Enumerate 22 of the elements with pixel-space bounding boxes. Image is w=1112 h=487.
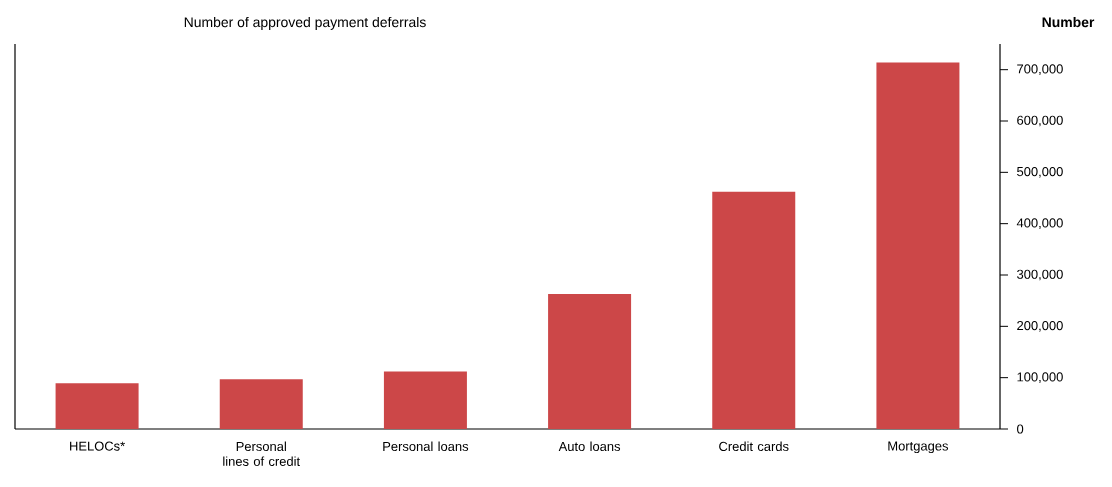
y-tick-label: 300,000	[1017, 269, 1063, 281]
y-tick-label: 700,000	[1017, 64, 1063, 76]
x-tick-label: HELOCs*	[70, 441, 125, 451]
y-tick-label: 0	[1017, 424, 1024, 434]
bar	[55, 383, 139, 429]
bar	[712, 191, 796, 429]
bar	[219, 379, 303, 429]
y-tick-label: 500,000	[1017, 166, 1063, 178]
y-axis-title: Number	[1042, 16, 1095, 28]
x-tick-label: Auto loans	[558, 441, 621, 452]
x-tick-label: Credit cards	[719, 441, 789, 452]
bar	[876, 62, 960, 429]
chart-subtitle: Number of approved payment deferrals	[184, 16, 426, 30]
y-tick-label: 600,000	[1017, 115, 1063, 127]
y-tick-label: 400,000	[1016, 218, 1063, 230]
bar	[383, 371, 467, 429]
x-tick-label: Personal lines of credit	[223, 441, 300, 466]
x-tick-label: Mortgages	[888, 441, 949, 454]
y-tick-label: 200,000	[1017, 320, 1063, 332]
bar	[548, 294, 632, 429]
y-tick-label: 100,000	[1017, 372, 1063, 384]
x-tick-label: Personal loans	[383, 441, 469, 452]
